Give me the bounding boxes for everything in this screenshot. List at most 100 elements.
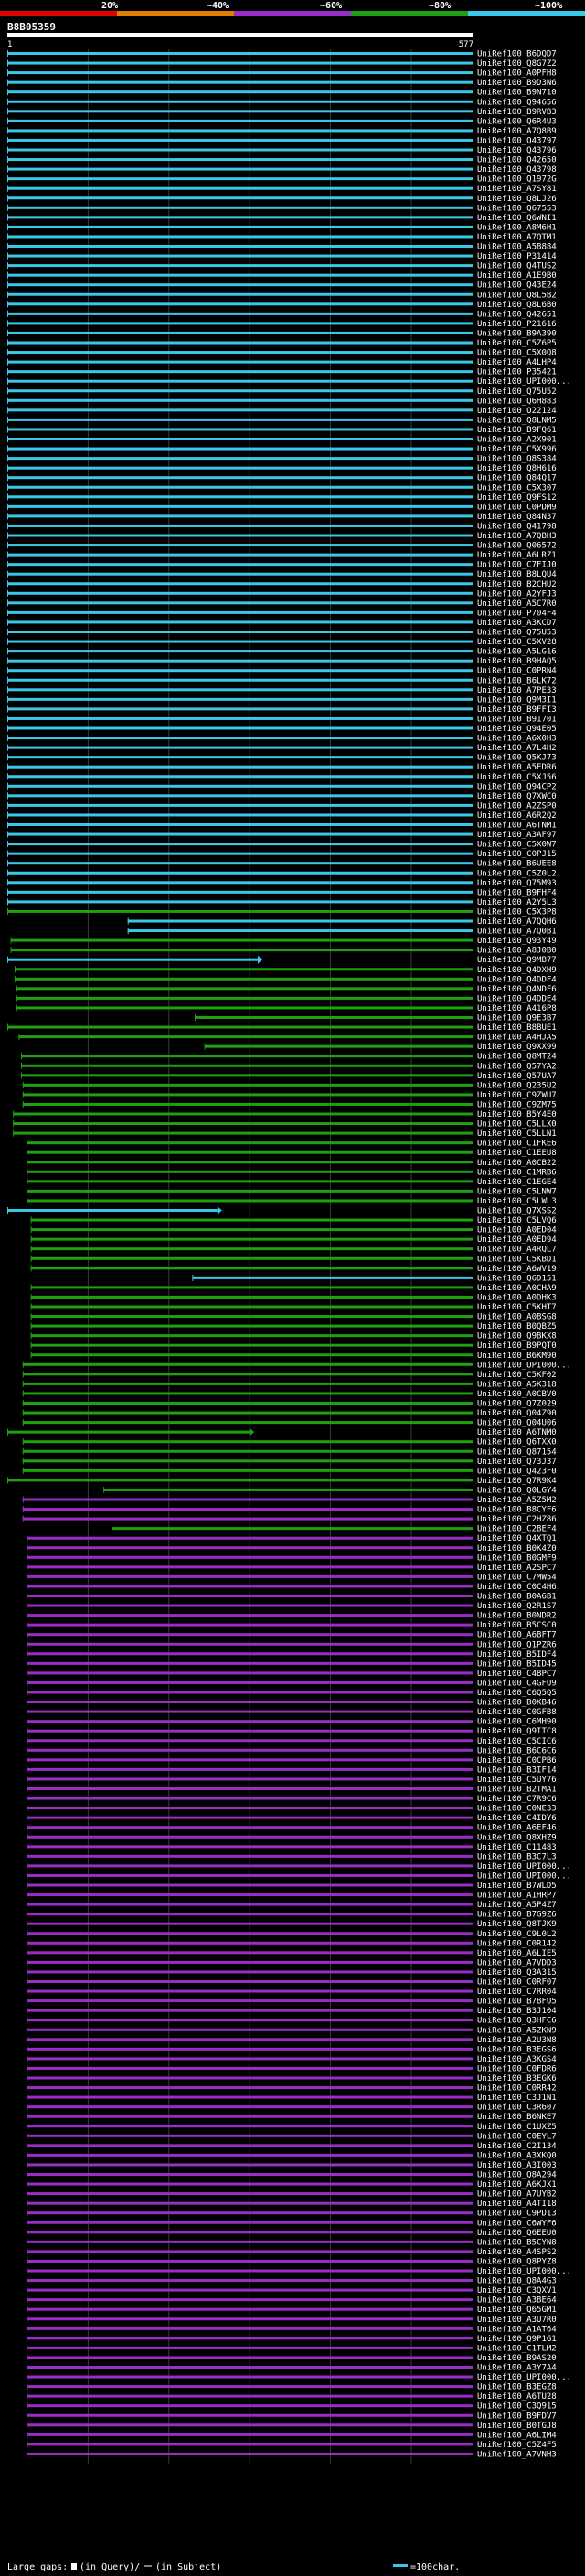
hit-row[interactable]: UniRef100_C1FKE6: [27, 1140, 557, 1149]
hit-row[interactable]: UniRef100_C3R607: [27, 2104, 557, 2113]
hit-row[interactable]: UniRef100_C0PRN4: [7, 667, 557, 676]
hit-row[interactable]: UniRef100_UPI000...: [27, 2373, 571, 2382]
hit-bar[interactable]: [14, 977, 474, 981]
hit-bar[interactable]: [7, 428, 473, 431]
hit-row[interactable]: UniRef100_A6LIE5: [27, 1949, 557, 1958]
hit-bar[interactable]: [7, 379, 473, 383]
hit-row[interactable]: UniRef100_Q7Z029: [22, 1400, 557, 1409]
hit-row[interactable]: UniRef100_Q6WNI1: [7, 214, 557, 223]
hit-row[interactable]: UniRef100_A1AT64: [27, 2325, 557, 2334]
hit-bar[interactable]: [30, 1324, 474, 1328]
hit-row[interactable]: UniRef100_A6BFT7: [27, 1631, 557, 1640]
hit-bar[interactable]: [30, 1305, 474, 1309]
hit-label[interactable]: UniRef100_A0BSG8: [477, 1313, 557, 1322]
hit-label[interactable]: UniRef100_UPI000...: [477, 2373, 571, 2382]
hit-bar[interactable]: [27, 2298, 474, 2302]
hit-row[interactable]: UniRef100_C5LLX0: [13, 1120, 557, 1129]
hit-label[interactable]: UniRef100_C0GFB8: [477, 1708, 557, 1717]
hit-row[interactable]: UniRef100_C5LVQ6: [30, 1216, 557, 1225]
hit-label[interactable]: UniRef100_Q93Y49: [477, 937, 557, 946]
hit-bar[interactable]: [7, 514, 473, 518]
hit-bar[interactable]: [7, 322, 473, 325]
hit-bar[interactable]: [7, 832, 473, 836]
hit-bar[interactable]: [21, 1064, 473, 1067]
hit-label[interactable]: UniRef100_UPI000...: [477, 1871, 571, 1881]
hit-label[interactable]: UniRef100_UPI000...: [477, 1361, 571, 1370]
hit-row[interactable]: UniRef100_B0TGJ8: [27, 2422, 557, 2431]
hit-bar[interactable]: [27, 2057, 474, 2061]
hit-row[interactable]: UniRef100_Q8PYZ8: [27, 2257, 557, 2266]
hit-bar[interactable]: [7, 890, 473, 894]
hit-bar[interactable]: [22, 1459, 473, 1463]
hit-label[interactable]: UniRef100_Q41798: [477, 522, 557, 531]
hit-bar[interactable]: [13, 1112, 474, 1116]
hit-label[interactable]: UniRef100_Q9M3I1: [477, 695, 557, 705]
hit-label[interactable]: UniRef100_Q8S384: [477, 455, 557, 464]
hit-row[interactable]: UniRef100_Q3HFC6: [27, 2017, 557, 2026]
hit-bar[interactable]: [27, 1691, 474, 1694]
hit-row[interactable]: UniRef100_A7UYB2: [27, 2190, 557, 2200]
hit-bar[interactable]: [103, 1488, 473, 1491]
hit-row[interactable]: UniRef100_Q9BKX8: [30, 1332, 557, 1341]
hit-bar[interactable]: [27, 2413, 474, 2417]
hit-row[interactable]: UniRef100_Q67553: [7, 204, 557, 213]
hit-row[interactable]: UniRef100_A5Z5M2: [22, 1496, 557, 1505]
hit-bar[interactable]: [27, 1565, 474, 1569]
hit-label[interactable]: UniRef100_Q84Q17: [477, 474, 557, 483]
hit-row[interactable]: UniRef100_Q7XWC0: [7, 792, 557, 801]
hit-bar[interactable]: [7, 553, 473, 557]
hit-bar[interactable]: [7, 341, 473, 345]
hit-row[interactable]: UniRef100_Q8XHZ9: [27, 1833, 557, 1842]
hit-row[interactable]: UniRef100_B9D3N6: [7, 79, 557, 88]
hit-bar[interactable]: [27, 1585, 474, 1588]
hit-bar[interactable]: [27, 2125, 474, 2128]
hit-label[interactable]: UniRef100_Q43796: [477, 146, 557, 155]
hit-label[interactable]: UniRef100_Q9E3B7: [477, 1014, 557, 1023]
hit-label[interactable]: UniRef100_Q6EEU0: [477, 2229, 557, 2238]
hit-row[interactable]: UniRef100_Q93Y49: [10, 937, 557, 946]
hit-label[interactable]: UniRef100_A7QBH3: [477, 532, 557, 541]
hit-row[interactable]: UniRef100_C7MW54: [27, 1573, 557, 1582]
hit-bar[interactable]: [7, 331, 473, 334]
hit-bar[interactable]: [112, 1527, 473, 1531]
hit-label[interactable]: UniRef100_B0A6B1: [477, 1593, 557, 1602]
hit-row[interactable]: UniRef100_UPI000...: [22, 1361, 571, 1370]
hit-label[interactable]: UniRef100_B5CYN8: [477, 2238, 557, 2247]
hit-label[interactable]: UniRef100_P31414: [477, 252, 557, 261]
hit-row[interactable]: UniRef100_B9FFI3: [7, 705, 557, 715]
hit-row[interactable]: UniRef100_C2I134: [27, 2142, 557, 2151]
hit-row[interactable]: UniRef100_Q2R1S7: [27, 1602, 557, 1611]
hit-row[interactable]: UniRef100_C7R9C6: [27, 1795, 557, 1804]
hit-label[interactable]: UniRef100_A7Q0B1: [477, 928, 557, 937]
hit-row[interactable]: UniRef100_Q73J37: [22, 1458, 557, 1467]
hit-bar[interactable]: [27, 1835, 474, 1839]
hit-bar[interactable]: [7, 216, 473, 219]
hit-row[interactable]: UniRef100_A4RQL7: [30, 1246, 557, 1255]
hit-bar[interactable]: [16, 1006, 473, 1010]
hit-bar[interactable]: [30, 1353, 474, 1357]
hit-row[interactable]: UniRef100_B7G9Z6: [27, 1911, 557, 1920]
hit-row[interactable]: UniRef100_A7VNH3: [27, 2450, 557, 2459]
hit-bar[interactable]: [7, 148, 473, 152]
hit-row[interactable]: UniRef100_B6DQD7: [7, 50, 557, 59]
hit-bar[interactable]: [27, 1748, 474, 1752]
hit-row[interactable]: UniRef100_A6LRZ1: [7, 551, 557, 560]
hit-label[interactable]: UniRef100_C0EYL7: [477, 2132, 557, 2141]
hit-bar[interactable]: [27, 2163, 474, 2167]
hit-bar[interactable]: [27, 2317, 474, 2321]
hit-label[interactable]: UniRef100_Q9MB77: [477, 956, 557, 965]
hit-row[interactable]: UniRef100_Q4DDE4: [16, 994, 557, 1003]
hit-bar[interactable]: [30, 1218, 474, 1222]
hit-bar[interactable]: [7, 476, 473, 480]
hit-label[interactable]: UniRef100_B9RVB3: [477, 108, 557, 117]
hit-row[interactable]: UniRef100_Q9P1G1: [27, 2335, 557, 2344]
hit-row[interactable]: UniRef100_B3EGZ8: [27, 2383, 557, 2392]
hit-bar[interactable]: [7, 650, 473, 653]
hit-row[interactable]: UniRef100_UPI000...: [7, 377, 571, 387]
hit-row[interactable]: UniRef100_B5ID45: [27, 1659, 557, 1669]
hit-row[interactable]: UniRef100_A5K318: [22, 1380, 557, 1389]
hit-bar[interactable]: [27, 1701, 474, 1704]
hit-bar[interactable]: [7, 631, 473, 633]
hit-bar[interactable]: [27, 1922, 474, 1925]
hit-label[interactable]: UniRef100_B9AS20: [477, 2354, 557, 2363]
